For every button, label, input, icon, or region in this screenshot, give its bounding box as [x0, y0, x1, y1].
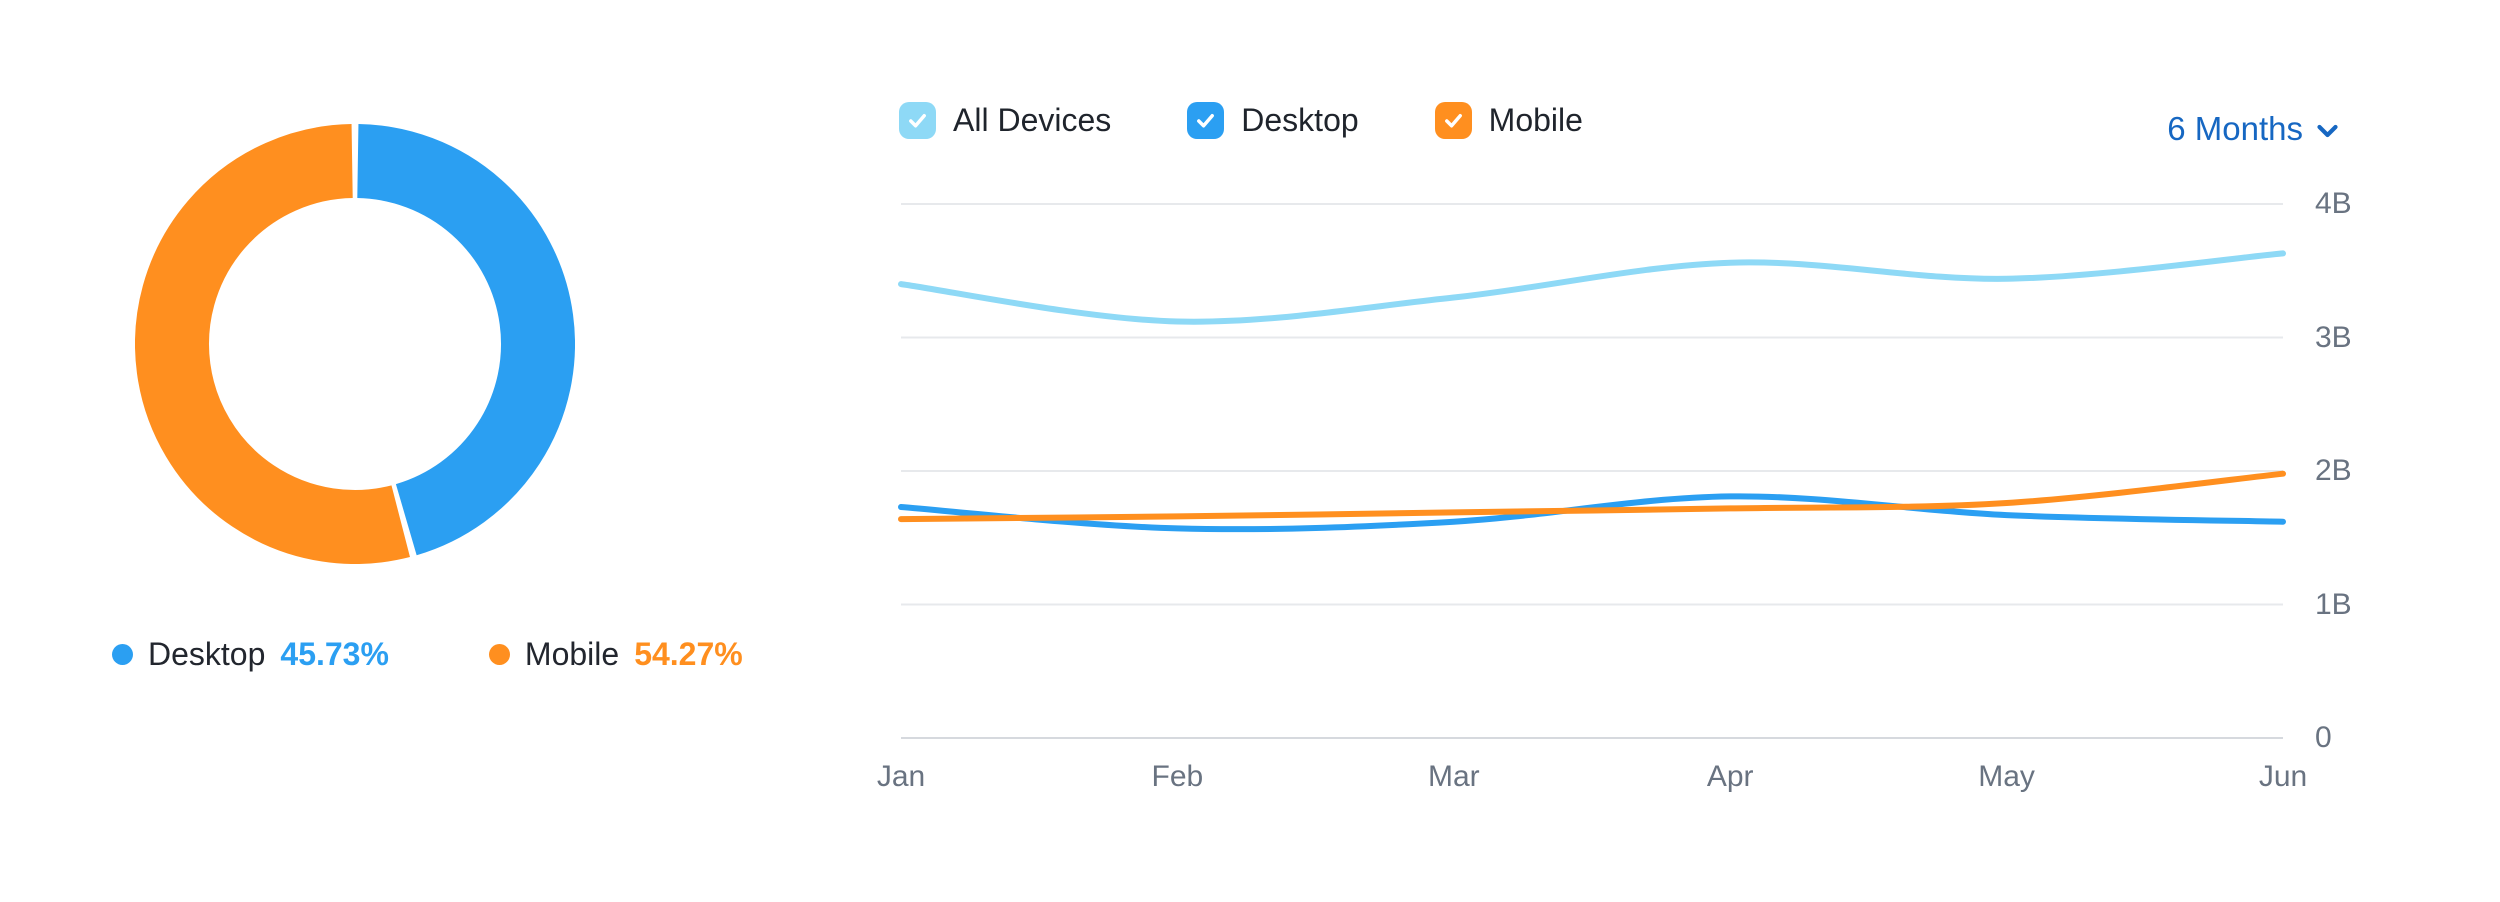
- chevron-down-icon: [2317, 124, 2338, 137]
- x-axis-label: Mar: [1427, 760, 1480, 793]
- all-devices-checkbox[interactable]: [899, 102, 936, 139]
- desktop-toggle-label: Desktop: [1241, 102, 1359, 138]
- y-axis-tick-label: 3B: [2315, 320, 2352, 354]
- toggle-all-devices[interactable]: All Devices: [899, 102, 1111, 139]
- traffic-line-chart: 4B 3B 2B 1B 0 Jan Feb Mar Apr May Jun: [877, 187, 2352, 793]
- donut-legend: Desktop 45.73% Mobile 54.27%: [112, 636, 743, 673]
- x-axis-label: May: [1978, 760, 2035, 793]
- desktop-legend-label: Desktop: [148, 636, 266, 672]
- donut-segment-desktop[interactable]: [356, 124, 575, 556]
- donut-segment-mobile[interactable]: [135, 124, 410, 564]
- series-toggle-row: All Devices Desktop Mobile: [899, 102, 1583, 139]
- desktop-legend-dot-icon: [112, 644, 133, 665]
- line-series-all-devices[interactable]: [898, 250, 2286, 325]
- x-axis-label: Feb: [1151, 760, 1204, 793]
- device-share-donut-chart: [135, 124, 575, 564]
- desktop-checkbox[interactable]: [1187, 102, 1225, 139]
- line-series-mobile[interactable]: [898, 470, 2286, 523]
- mobile-legend-label: Mobile: [524, 636, 620, 672]
- mobile-share-value: 54.27%: [634, 636, 743, 672]
- check-icon: [909, 113, 926, 128]
- x-axis-label: Apr: [1706, 760, 1754, 793]
- mobile-checkbox[interactable]: [1434, 102, 1472, 139]
- check-icon: [1444, 113, 1462, 128]
- x-axis-label: Jun: [2258, 760, 2308, 793]
- range-selector-label: 6 Months: [2167, 110, 2303, 147]
- desktop-share-value: 45.73%: [280, 636, 389, 672]
- all-devices-toggle-label: All Devices: [953, 102, 1112, 138]
- check-icon: [1197, 113, 1215, 128]
- toggle-desktop[interactable]: Desktop: [1187, 102, 1359, 139]
- toggle-mobile[interactable]: Mobile: [1434, 102, 1583, 139]
- range-selector-dropdown[interactable]: 6 Months: [2167, 110, 2339, 148]
- mobile-legend-dot-icon: [488, 644, 510, 665]
- legend-item-desktop: Desktop 45.73%: [112, 636, 389, 673]
- legend-item-mobile: Mobile 54.27%: [488, 636, 743, 673]
- y-axis-tick-label: 1B: [2315, 587, 2352, 621]
- y-axis-tick-label: 2B: [2315, 454, 2352, 487]
- line-chart-canvas: [898, 203, 2286, 739]
- y-axis-tick-label: 0: [2315, 721, 2332, 754]
- y-axis-tick-label: 4B: [2315, 187, 2352, 220]
- x-axis-label: Jan: [876, 760, 926, 793]
- mobile-toggle-label: Mobile: [1488, 102, 1583, 138]
